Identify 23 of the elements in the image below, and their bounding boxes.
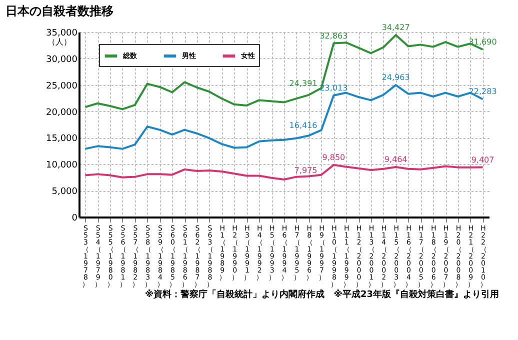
line-series (84, 164, 484, 180)
y-tick-label: 5,000 (52, 187, 78, 198)
y-tick-label: 0 (72, 214, 78, 224)
data-label: 16,416 (289, 121, 318, 130)
data-label: 23,013 (320, 83, 348, 92)
y-tick-label: 10,000 (46, 160, 78, 171)
text: ※資料：警察庁「自殺統計」より内閣府作成 ※平成23年版『自殺対策白書』より引用 (144, 289, 499, 300)
data-label: 9,850 (322, 152, 346, 162)
chart-title: 日本の自殺者数推移 (6, 4, 114, 18)
y-axis-title: （人） (48, 38, 72, 46)
y-tick-label: 20,000 (46, 108, 78, 118)
data-label: 32,863 (320, 31, 348, 40)
y-tick-label: 35,000 (46, 28, 78, 38)
data-label: 24,963 (382, 73, 410, 82)
data-label: 9,407 (471, 155, 494, 164)
y-tick-label: 25,000 (46, 81, 78, 92)
data-label: 31,690 (468, 37, 497, 46)
y-tick-label: 30,000 (46, 54, 78, 65)
data-label: 9,464 (384, 154, 408, 164)
data-label: 34,427 (382, 23, 410, 32)
data-label: 24,391 (289, 79, 318, 88)
data-label: 7,975 (294, 166, 318, 175)
y-tick-label: 15,000 (46, 134, 78, 144)
